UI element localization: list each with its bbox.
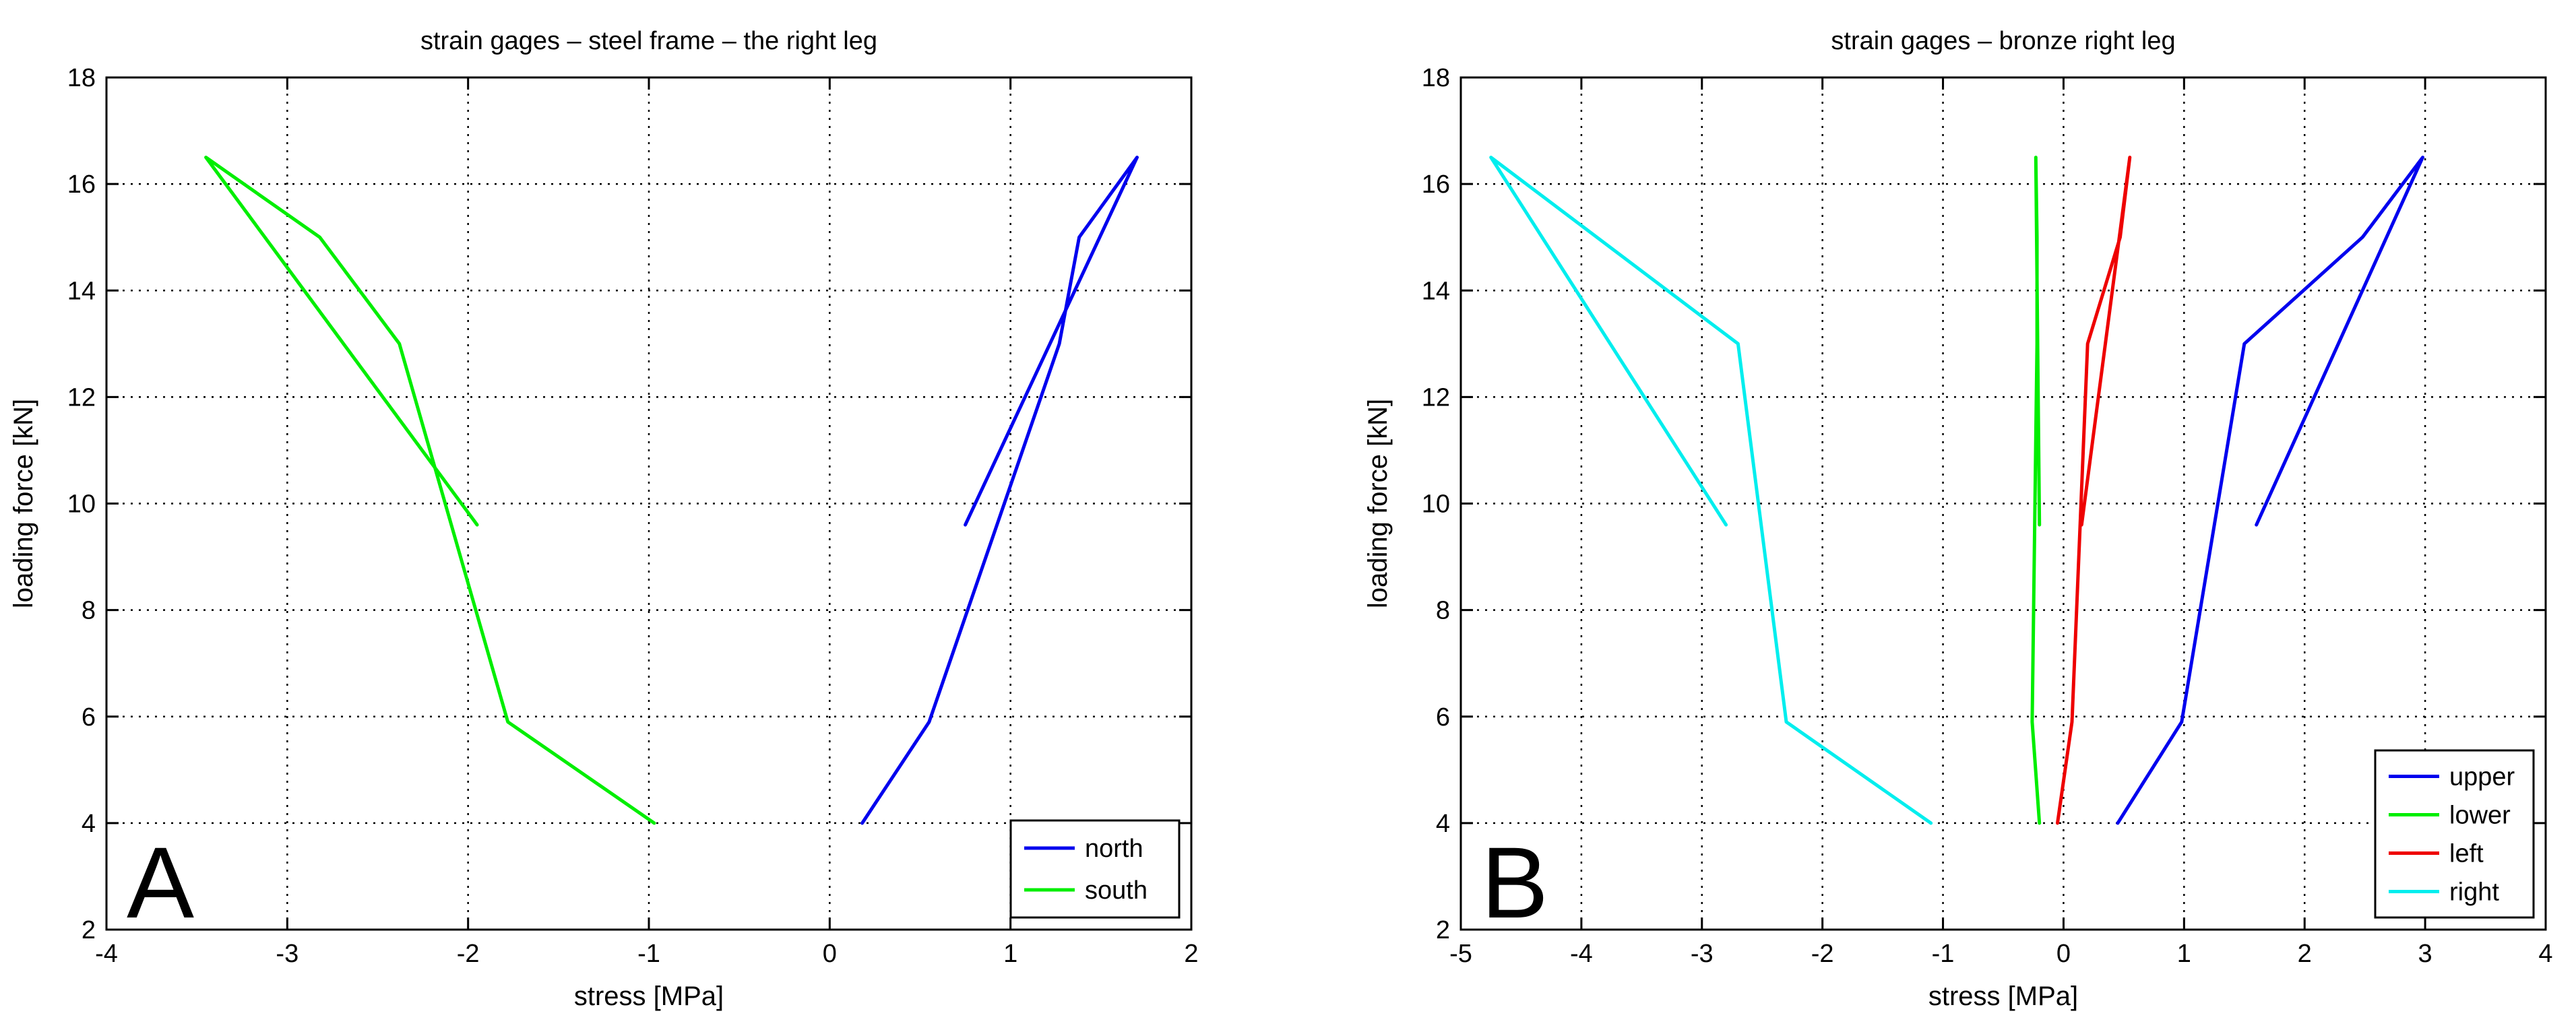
y-tick-label: 6 [1436,703,1450,732]
legend: upper lower left right [2374,749,2535,919]
x-tick-label: 4 [2538,940,2552,968]
legend-label-lower: lower [2449,802,2511,830]
panel-letter: A [127,826,194,939]
series-line-lower [2030,156,2042,825]
x-tick-label: -1 [1932,940,1955,968]
chart-title: strain gages – bronze right leg [1831,27,2175,55]
x-tick-label: -3 [276,940,299,968]
y-tick-label: 10 [1422,490,1450,519]
y-tick-label: 12 [67,383,96,412]
x-tick-label: 2 [1184,940,1198,968]
x-tick-label: 1 [1003,940,1017,968]
y-tick-label: 14 [1422,277,1450,305]
x-tick-label: -1 [637,940,660,968]
legend-box [1009,819,1181,919]
x-tick-label: -4 [1570,940,1593,968]
y-tick-label: 14 [67,277,96,305]
x-axis-label: stress [MPa] [574,981,724,1011]
y-tick-label: 16 [1422,170,1450,199]
x-tick-label: 0 [823,940,837,968]
y-axis-label: loading force [kN] [1363,399,1393,608]
x-tick-label: -3 [1691,940,1714,968]
legend-label-south: south [1085,876,1148,905]
x-tick-label: 0 [2056,940,2071,968]
legend-label-right: right [2449,878,2499,907]
y-tick-label: 8 [1436,597,1450,625]
x-tick-label: -2 [457,940,480,968]
panel-letter: B [1481,826,1548,939]
y-tick-label: 16 [67,170,96,199]
legend-label-north: north [1085,835,1143,863]
legend-box [2374,749,2535,919]
y-tick-label: 12 [1422,383,1450,412]
legend: north south [1009,819,1181,919]
y-tick-label: 4 [1436,810,1450,838]
x-tick-label: -2 [1811,940,1834,968]
series-line-south [204,156,656,825]
y-tick-label: 18 [1422,64,1450,92]
y-tick-label: 2 [82,916,96,944]
x-tick-label: 3 [2418,940,2432,968]
x-axis-label: stress [MPa] [1928,981,2078,1011]
chart-title: strain gages – steel frame – the right l… [420,27,877,55]
y-tick-label: 18 [67,64,96,92]
y-tick-label: 10 [67,490,96,519]
legend-label-upper: upper [2449,763,2515,792]
legend-label-left: left [2449,840,2484,868]
series-line-right [1489,156,1933,825]
y-tick-label: 8 [82,597,96,625]
y-axis-label: loading force [kN] [9,399,38,608]
x-tick-label: 2 [2298,940,2312,968]
x-tick-label: -5 [1449,940,1472,968]
series-line-left [2056,156,2132,825]
x-tick-label: 1 [2177,940,2191,968]
series-line-north [860,156,1139,825]
y-tick-label: 4 [82,810,96,838]
y-tick-label: 2 [1436,916,1450,944]
x-tick-label: -4 [95,940,118,968]
y-tick-label: 6 [82,703,96,732]
series-line-upper [2116,156,2424,825]
